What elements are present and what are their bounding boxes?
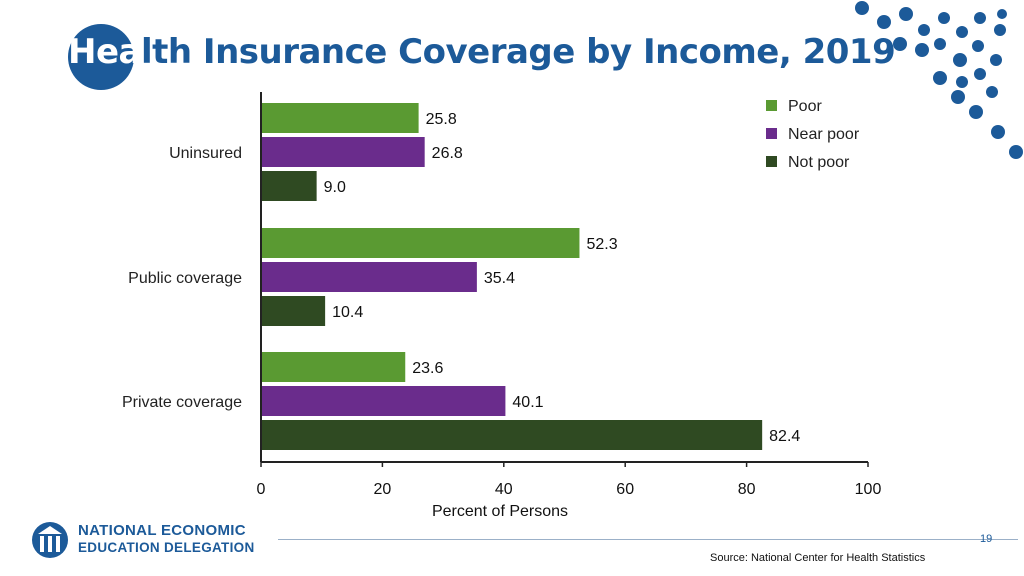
- bar: [262, 171, 317, 201]
- x-tick-label: 100: [855, 481, 882, 498]
- bar: [262, 103, 419, 133]
- legend-label: Poor: [788, 98, 822, 115]
- category-label: Public coverage: [128, 270, 242, 287]
- bar: [262, 352, 406, 382]
- data-label: 26.8: [432, 145, 463, 162]
- x-tick-label: 60: [616, 481, 634, 498]
- x-tick-label: 80: [738, 481, 756, 498]
- x-tick-label: 20: [374, 481, 392, 498]
- title-circle-decoration: [68, 24, 134, 90]
- slide-title: Health Insurance Coverage by Income, 201…: [68, 32, 896, 72]
- bar: [262, 262, 477, 292]
- ned-logo: NATIONAL ECONOMIC EDUCATION DELEGATION: [30, 518, 270, 562]
- footer-divider: [278, 539, 1018, 540]
- data-label: 82.4: [769, 428, 800, 445]
- bar: [262, 420, 763, 450]
- category-label: Private coverage: [122, 394, 242, 411]
- data-label: 10.4: [332, 304, 363, 321]
- data-label: 23.6: [412, 360, 443, 377]
- logo-text-line2: EDUCATION DELEGATION: [78, 540, 255, 555]
- bar: [262, 386, 506, 416]
- slide-title-first: Hea: [68, 32, 141, 72]
- slide-title-rest: lth Insurance Coverage by Income, 2019: [140, 32, 896, 72]
- legend-label: Not poor: [788, 154, 850, 171]
- data-label: 40.1: [512, 394, 543, 411]
- x-tick-label: 40: [495, 481, 513, 498]
- bar: [262, 137, 425, 167]
- decorative-dots: [855, 1, 1023, 159]
- page-number: 19: [980, 533, 993, 545]
- legend-swatch: [766, 100, 777, 111]
- source-note: Source: National Center for Health Stati…: [710, 552, 926, 564]
- data-label: 52.3: [586, 236, 617, 253]
- x-tick-label: 0: [257, 481, 266, 498]
- bar: [262, 296, 326, 326]
- legend-swatch: [766, 156, 777, 167]
- data-label: 9.0: [324, 179, 346, 196]
- legend-swatch: [766, 128, 777, 139]
- logo-text-line1: NATIONAL ECONOMIC: [78, 522, 246, 539]
- category-label: Uninsured: [169, 145, 242, 162]
- data-label: 25.8: [426, 111, 457, 128]
- ned-logo-icon: [32, 522, 68, 558]
- bar: [262, 228, 580, 258]
- x-axis-label: Percent of Persons: [431, 503, 569, 520]
- data-label: 35.4: [484, 270, 515, 287]
- legend-label: Near poor: [788, 126, 860, 143]
